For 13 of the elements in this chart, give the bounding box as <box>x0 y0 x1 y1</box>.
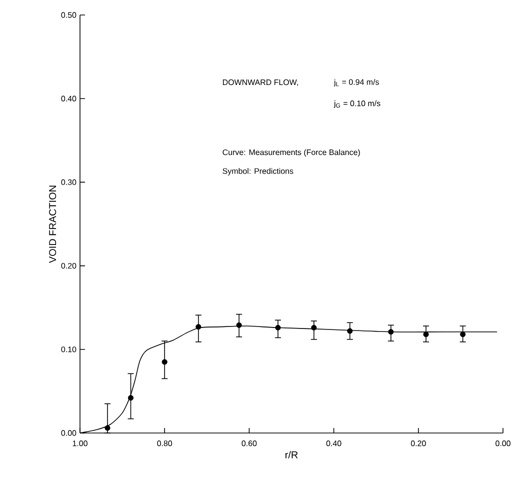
point <box>460 332 466 338</box>
point <box>236 322 242 328</box>
point <box>347 328 353 334</box>
x-axis-title: r/R <box>286 451 298 458</box>
point <box>423 332 429 338</box>
point <box>388 329 394 335</box>
point <box>196 324 202 330</box>
point <box>128 395 134 401</box>
point <box>162 359 168 365</box>
point <box>275 324 281 330</box>
point <box>311 324 317 330</box>
y-axis-title: VOID FRACTION <box>49 186 56 263</box>
point <box>104 425 110 431</box>
